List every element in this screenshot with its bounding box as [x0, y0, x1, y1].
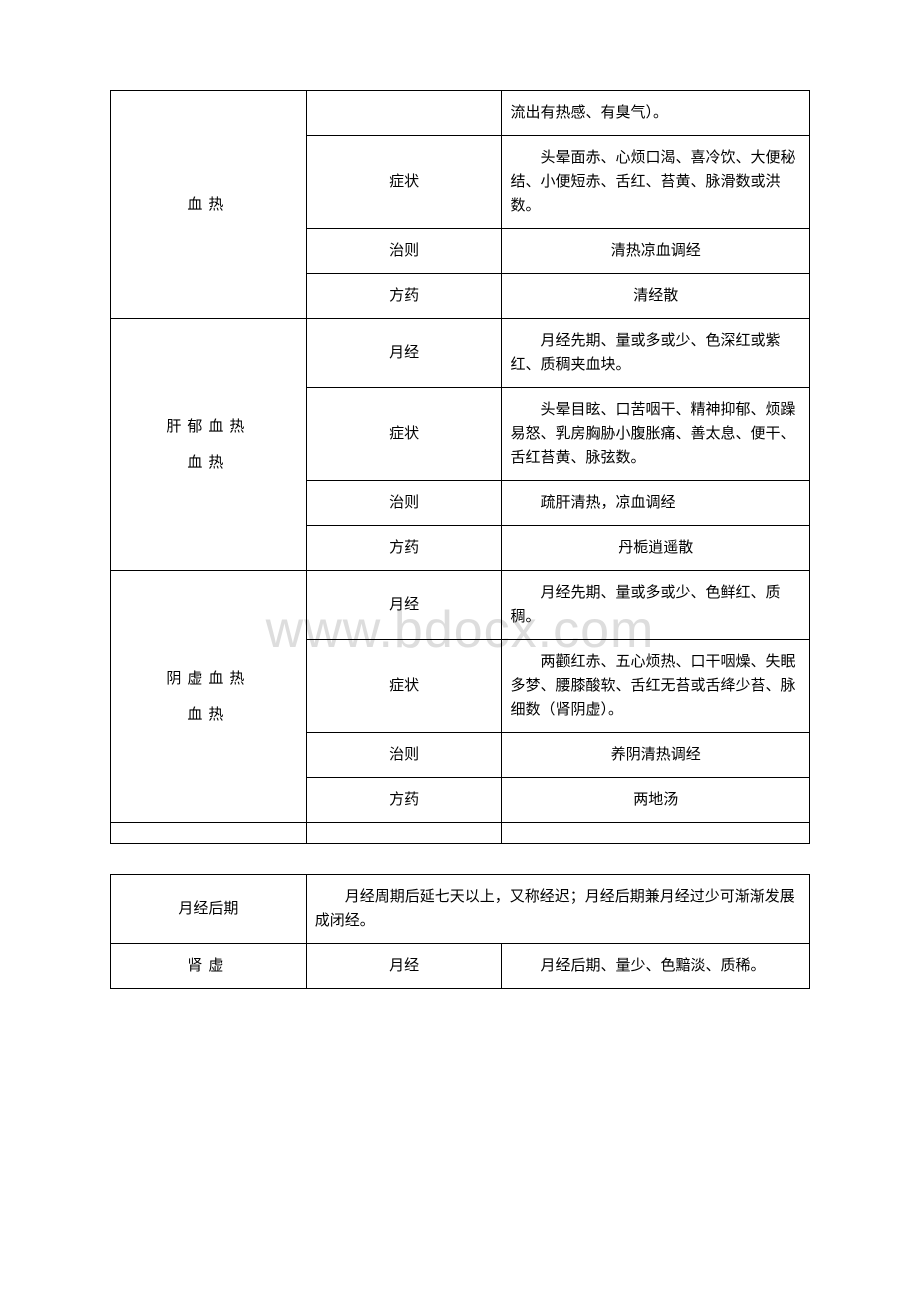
row-label-cell: 月经 [306, 319, 502, 388]
row-content-cell: 头晕目眩、口苦咽干、精神抑郁、烦躁易怒、乳房胸胁小腹胀痛、善太息、便干、舌红苔黄… [502, 388, 810, 481]
table-row: 肾虚 月经 月经后期、量少、色黯淡、质稀。 [111, 944, 810, 989]
section-name-cell: 肾虚 [111, 944, 307, 989]
section-name-cell: 阴虚血热 血热 [111, 571, 307, 823]
row-label-cell: 方药 [306, 526, 502, 571]
section-name-line1: 阴虚血热 [119, 667, 298, 691]
table-2: 月经后期 月经周期后延七天以上，又称经迟；月经后期兼月经过少可渐渐发展成闭经。 … [110, 874, 810, 989]
row-content-cell: 月经后期、量少、色黯淡、质稀。 [502, 944, 810, 989]
row-content-cell: 清经散 [502, 274, 810, 319]
section-name-line2: 血热 [119, 703, 298, 727]
row-content-cell: 两颧红赤、五心烦热、口干咽燥、失眠多梦、腰膝酸软、舌红无苔或舌绛少苔、脉细数（肾… [502, 640, 810, 733]
row-content-cell: 清热凉血调经 [502, 229, 810, 274]
row-content-cell: 流出有热感、有臭气）。 [502, 91, 810, 136]
row-content-cell: 头晕面赤、心烦口渴、喜冷饮、大便秘结、小便短赤、舌红、苔黄、脉滑数或洪数。 [502, 136, 810, 229]
table-row: 血热 流出有热感、有臭气）。 [111, 91, 810, 136]
page-content: 血热 流出有热感、有臭气）。 症状 头晕面赤、心烦口渴、喜冷饮、大便秘结、小便短… [110, 90, 810, 989]
row-label-cell: 方药 [306, 778, 502, 823]
row-label-cell: 症状 [306, 640, 502, 733]
row-content-cell: 月经先期、量或多或少、色深红或紫红、质稠夹血块。 [502, 319, 810, 388]
section-name-line2: 血热 [119, 451, 298, 475]
row-label-cell: 治则 [306, 229, 502, 274]
table-row: 阴虚血热 血热 月经 月经先期、量或多或少、色鲜红、质稠。 [111, 571, 810, 640]
empty-cell [502, 823, 810, 844]
row-content-cell: 丹栀逍遥散 [502, 526, 810, 571]
row-label-cell: 月经 [306, 944, 502, 989]
row-label-cell: 方药 [306, 274, 502, 319]
row-content-cell: 两地汤 [502, 778, 810, 823]
empty-cell [111, 823, 307, 844]
table-row: 月经后期 月经周期后延七天以上，又称经迟；月经后期兼月经过少可渐渐发展成闭经。 [111, 875, 810, 944]
table2-description-cell: 月经周期后延七天以上，又称经迟；月经后期兼月经过少可渐渐发展成闭经。 [306, 875, 809, 944]
section-name-cell: 肝郁血热 血热 [111, 319, 307, 571]
section-name-line1: 肝郁血热 [119, 415, 298, 439]
row-content-cell: 疏肝清热，凉血调经 [502, 481, 810, 526]
row-label-cell: 治则 [306, 733, 502, 778]
table2-title-cell: 月经后期 [111, 875, 307, 944]
row-label-cell: 治则 [306, 481, 502, 526]
row-label-cell: 症状 [306, 136, 502, 229]
row-content-cell: 月经先期、量或多或少、色鲜红、质稠。 [502, 571, 810, 640]
row-label-cell: 月经 [306, 571, 502, 640]
table-row: 肝郁血热 血热 月经 月经先期、量或多或少、色深红或紫红、质稠夹血块。 [111, 319, 810, 388]
empty-cell [306, 823, 502, 844]
table-1: 血热 流出有热感、有臭气）。 症状 头晕面赤、心烦口渴、喜冷饮、大便秘结、小便短… [110, 90, 810, 844]
row-label-cell: 症状 [306, 388, 502, 481]
row-label-cell [306, 91, 502, 136]
table-row-empty [111, 823, 810, 844]
section-name-cell: 血热 [111, 91, 307, 319]
row-content-cell: 养阴清热调经 [502, 733, 810, 778]
